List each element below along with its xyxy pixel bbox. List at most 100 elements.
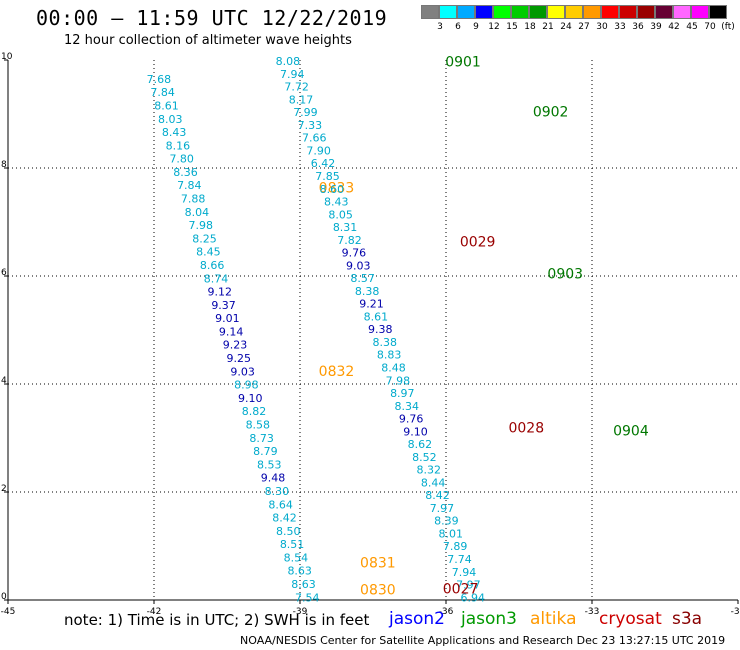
page-title: 00:00 – 11:59 UTC 12/22/2019: [36, 6, 388, 30]
track-time-label: 0029: [460, 234, 496, 250]
wave-height-point: 9.12: [208, 286, 233, 299]
colorbar-tick-label: 42: [668, 22, 680, 32]
track-time-label: 0028: [508, 421, 544, 437]
wave-height-point: 9.25: [227, 352, 252, 365]
wave-height-point: 8.48: [381, 361, 406, 374]
y-tick-label: 4: [1, 376, 7, 386]
wave-height-point: 9.48: [261, 472, 286, 485]
wave-height-point: 8.82: [242, 405, 267, 418]
wave-height-point: 7.94: [452, 566, 477, 579]
track-time-label: 0830: [360, 583, 396, 599]
wave-height-point: 8.54: [284, 551, 309, 564]
x-tick-label: -30: [731, 607, 740, 617]
wave-height-point: 7.97: [456, 579, 481, 592]
legend-s3a: s3a: [672, 609, 703, 629]
wave-height-point: 7.90: [306, 144, 331, 157]
wave-height-point: 8.64: [268, 498, 293, 511]
wave-height-point: 7.33: [298, 119, 323, 132]
track-time-label: 0832: [319, 364, 355, 380]
wave-height-point: 8.60: [320, 183, 345, 196]
colorbar-swatch: [493, 5, 511, 19]
colorbar-swatch: [655, 5, 673, 19]
wave-height-point: 8.03: [158, 113, 183, 126]
wave-height-point: 6.42: [311, 157, 336, 170]
x-tick-label: -45: [1, 607, 16, 617]
track-time-label: 0902: [533, 105, 569, 121]
wave-height-point: 8.74: [204, 272, 229, 285]
colorbar-tick-label: 9: [473, 22, 479, 32]
wave-height-point: 8.25: [192, 232, 217, 245]
colorbar-tick-label: 45: [686, 22, 698, 32]
legend-cryosat: cryosat: [599, 609, 662, 629]
colorbar-swatch: [691, 5, 709, 19]
colorbar-tick-label: 6: [455, 22, 461, 32]
x-tick-label: -39: [293, 607, 308, 617]
colorbar-tick-label: 15: [506, 22, 518, 32]
y-tick-label: 2: [1, 484, 7, 494]
colorbar-tick-label: 36: [632, 22, 644, 32]
colorbar-tick-label: (ft): [721, 22, 735, 32]
wave-height-point: 9.21: [359, 298, 384, 311]
wave-height-point: 8.38: [355, 285, 380, 298]
wave-height-point: 9.76: [342, 247, 367, 260]
colorbar-tick-label: 24: [560, 22, 572, 32]
track-time-label: 0027: [443, 582, 479, 598]
wave-height-point: 8.53: [257, 458, 282, 471]
colorbar-swatch: [439, 5, 457, 19]
colorbar-swatch: [637, 5, 655, 19]
wave-height-point: 8.63: [291, 578, 316, 591]
wave-height-point: 8.52: [412, 451, 437, 464]
wave-height-point: 8.63: [287, 565, 312, 578]
wave-height-point: 8.42: [272, 512, 297, 525]
wave-height-point: 9.03: [230, 365, 255, 378]
wave-height-point: 8.98: [234, 379, 259, 392]
wave-height-point: 8.57: [350, 272, 375, 285]
colorbar-swatch: [475, 5, 493, 19]
y-tick-label: 0: [1, 592, 7, 602]
wave-height-point: 8.38: [372, 336, 397, 349]
wave-height-point: 9.03: [346, 259, 371, 272]
wave-height-point: 8.44: [421, 476, 446, 489]
wave-height-point: 7.54: [295, 591, 320, 604]
wave-height-point: 8.50: [276, 525, 301, 538]
colorbar-swatch: [673, 5, 691, 19]
wave-height-point: 7.66: [302, 132, 327, 145]
credit-line: NOAA/NESDIS Center for Satellite Applica…: [240, 634, 726, 647]
y-tick-label: 8: [1, 160, 7, 170]
wave-height-point: 9.76: [399, 413, 424, 426]
wave-height-point: 8.04: [185, 206, 210, 219]
wave-height-point: 9.37: [211, 299, 236, 312]
wave-height-point: 9.23: [223, 339, 248, 352]
colorbar-swatch: [601, 5, 619, 19]
wave-height-point: 8.34: [394, 400, 419, 413]
wave-height-point: 8.83: [377, 349, 402, 362]
wave-height-point: 8.79: [253, 445, 278, 458]
colorbar-tick-label: 21: [542, 22, 554, 32]
x-tick-label: -33: [585, 607, 600, 617]
wave-height-point: 8.05: [328, 208, 353, 221]
wave-height-point: 7.74: [447, 553, 472, 566]
legend-jason2: jason2: [389, 609, 445, 629]
page-subtitle: 12 hour collection of altimeter wave hei…: [64, 33, 352, 48]
colorbar-tick-label: 12: [488, 22, 500, 32]
wave-height-point: 7.88: [181, 193, 206, 206]
colorbar-swatch: [619, 5, 637, 19]
legend-jason3: jason3: [461, 609, 517, 629]
wave-height-point: 8.43: [324, 196, 349, 209]
wave-height-point: 8.08: [276, 55, 301, 68]
track-time-label: 0903: [547, 267, 583, 283]
wave-height-point: 7.84: [150, 86, 175, 99]
colorbar-tick-label: 33: [614, 22, 626, 32]
colorbar-swatch: [457, 5, 475, 19]
wave-height-point: 7.98: [188, 219, 213, 232]
colorbar-tick-label: 30: [596, 22, 608, 32]
wave-height-point: 9.01: [215, 312, 240, 325]
wave-height-point: 8.61: [154, 99, 179, 112]
wave-height-point: 8.17: [289, 93, 314, 106]
wave-height-point: 7.72: [284, 81, 309, 94]
track-time-label: 0833: [319, 180, 355, 196]
colorbar-tick-label: 18: [524, 22, 536, 32]
track-time-label: 0901: [445, 54, 481, 70]
colorbar-swatch: [709, 5, 727, 19]
